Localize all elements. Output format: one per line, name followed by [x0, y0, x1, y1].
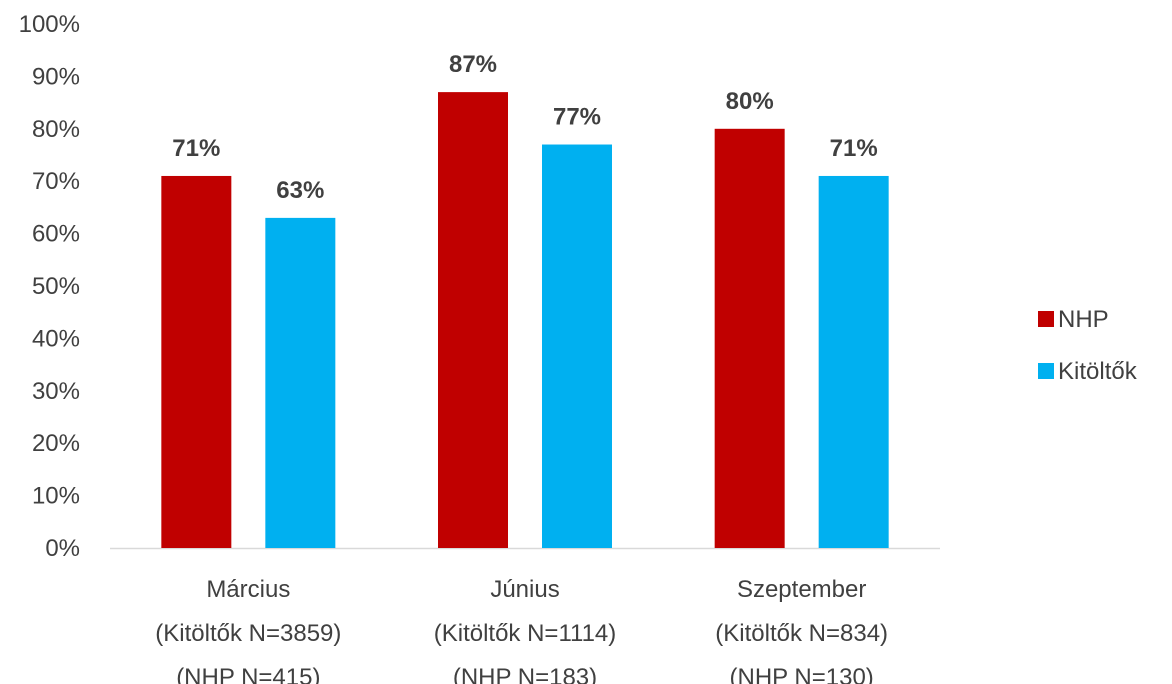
y-tick-label: 90%: [32, 63, 80, 90]
y-tick-label: 0%: [45, 535, 80, 562]
data-label: 71%: [172, 135, 220, 162]
y-tick-label: 50%: [32, 273, 80, 300]
y-tick-label: 10%: [32, 483, 80, 510]
x-category-label: (Kitöltők N=1114): [434, 620, 617, 647]
legend-label: NHP: [1058, 306, 1109, 333]
bar-kitöltők: [818, 175, 889, 548]
y-tick-label: 70%: [32, 168, 80, 195]
x-category-label: Június: [490, 576, 559, 603]
legend-label: Kitöltők: [1058, 358, 1138, 385]
y-tick-label: 40%: [32, 325, 80, 352]
bar-kitöltők: [542, 144, 612, 548]
x-category-label: (NHP N=415): [176, 664, 320, 684]
data-label: 87%: [449, 51, 497, 78]
x-category-label: (NHP N=183): [453, 664, 597, 684]
bar-nhp: [438, 92, 508, 549]
y-tick-label: 60%: [32, 221, 80, 248]
x-category-label: Szeptember: [737, 576, 866, 603]
bar-nhp: [714, 128, 785, 549]
x-category-label: (Kitöltők N=3859): [155, 620, 341, 647]
data-label: 77%: [553, 104, 601, 131]
legend-swatch: [1038, 311, 1054, 327]
y-tick-label: 100%: [19, 11, 80, 38]
x-category-label: (NHP N=130): [730, 664, 874, 684]
bar-kitöltők: [265, 217, 336, 548]
data-label: 80%: [726, 88, 774, 115]
x-category-label: Március: [206, 576, 290, 603]
x-category-label: (Kitöltők N=834): [715, 620, 888, 647]
data-label: 63%: [276, 177, 324, 204]
bar-nhp: [161, 175, 232, 548]
y-tick-label: 30%: [32, 378, 80, 405]
y-tick-label: 20%: [32, 430, 80, 457]
legend-swatch: [1038, 363, 1054, 379]
y-tick-label: 80%: [32, 116, 80, 143]
data-label: 71%: [830, 135, 878, 162]
